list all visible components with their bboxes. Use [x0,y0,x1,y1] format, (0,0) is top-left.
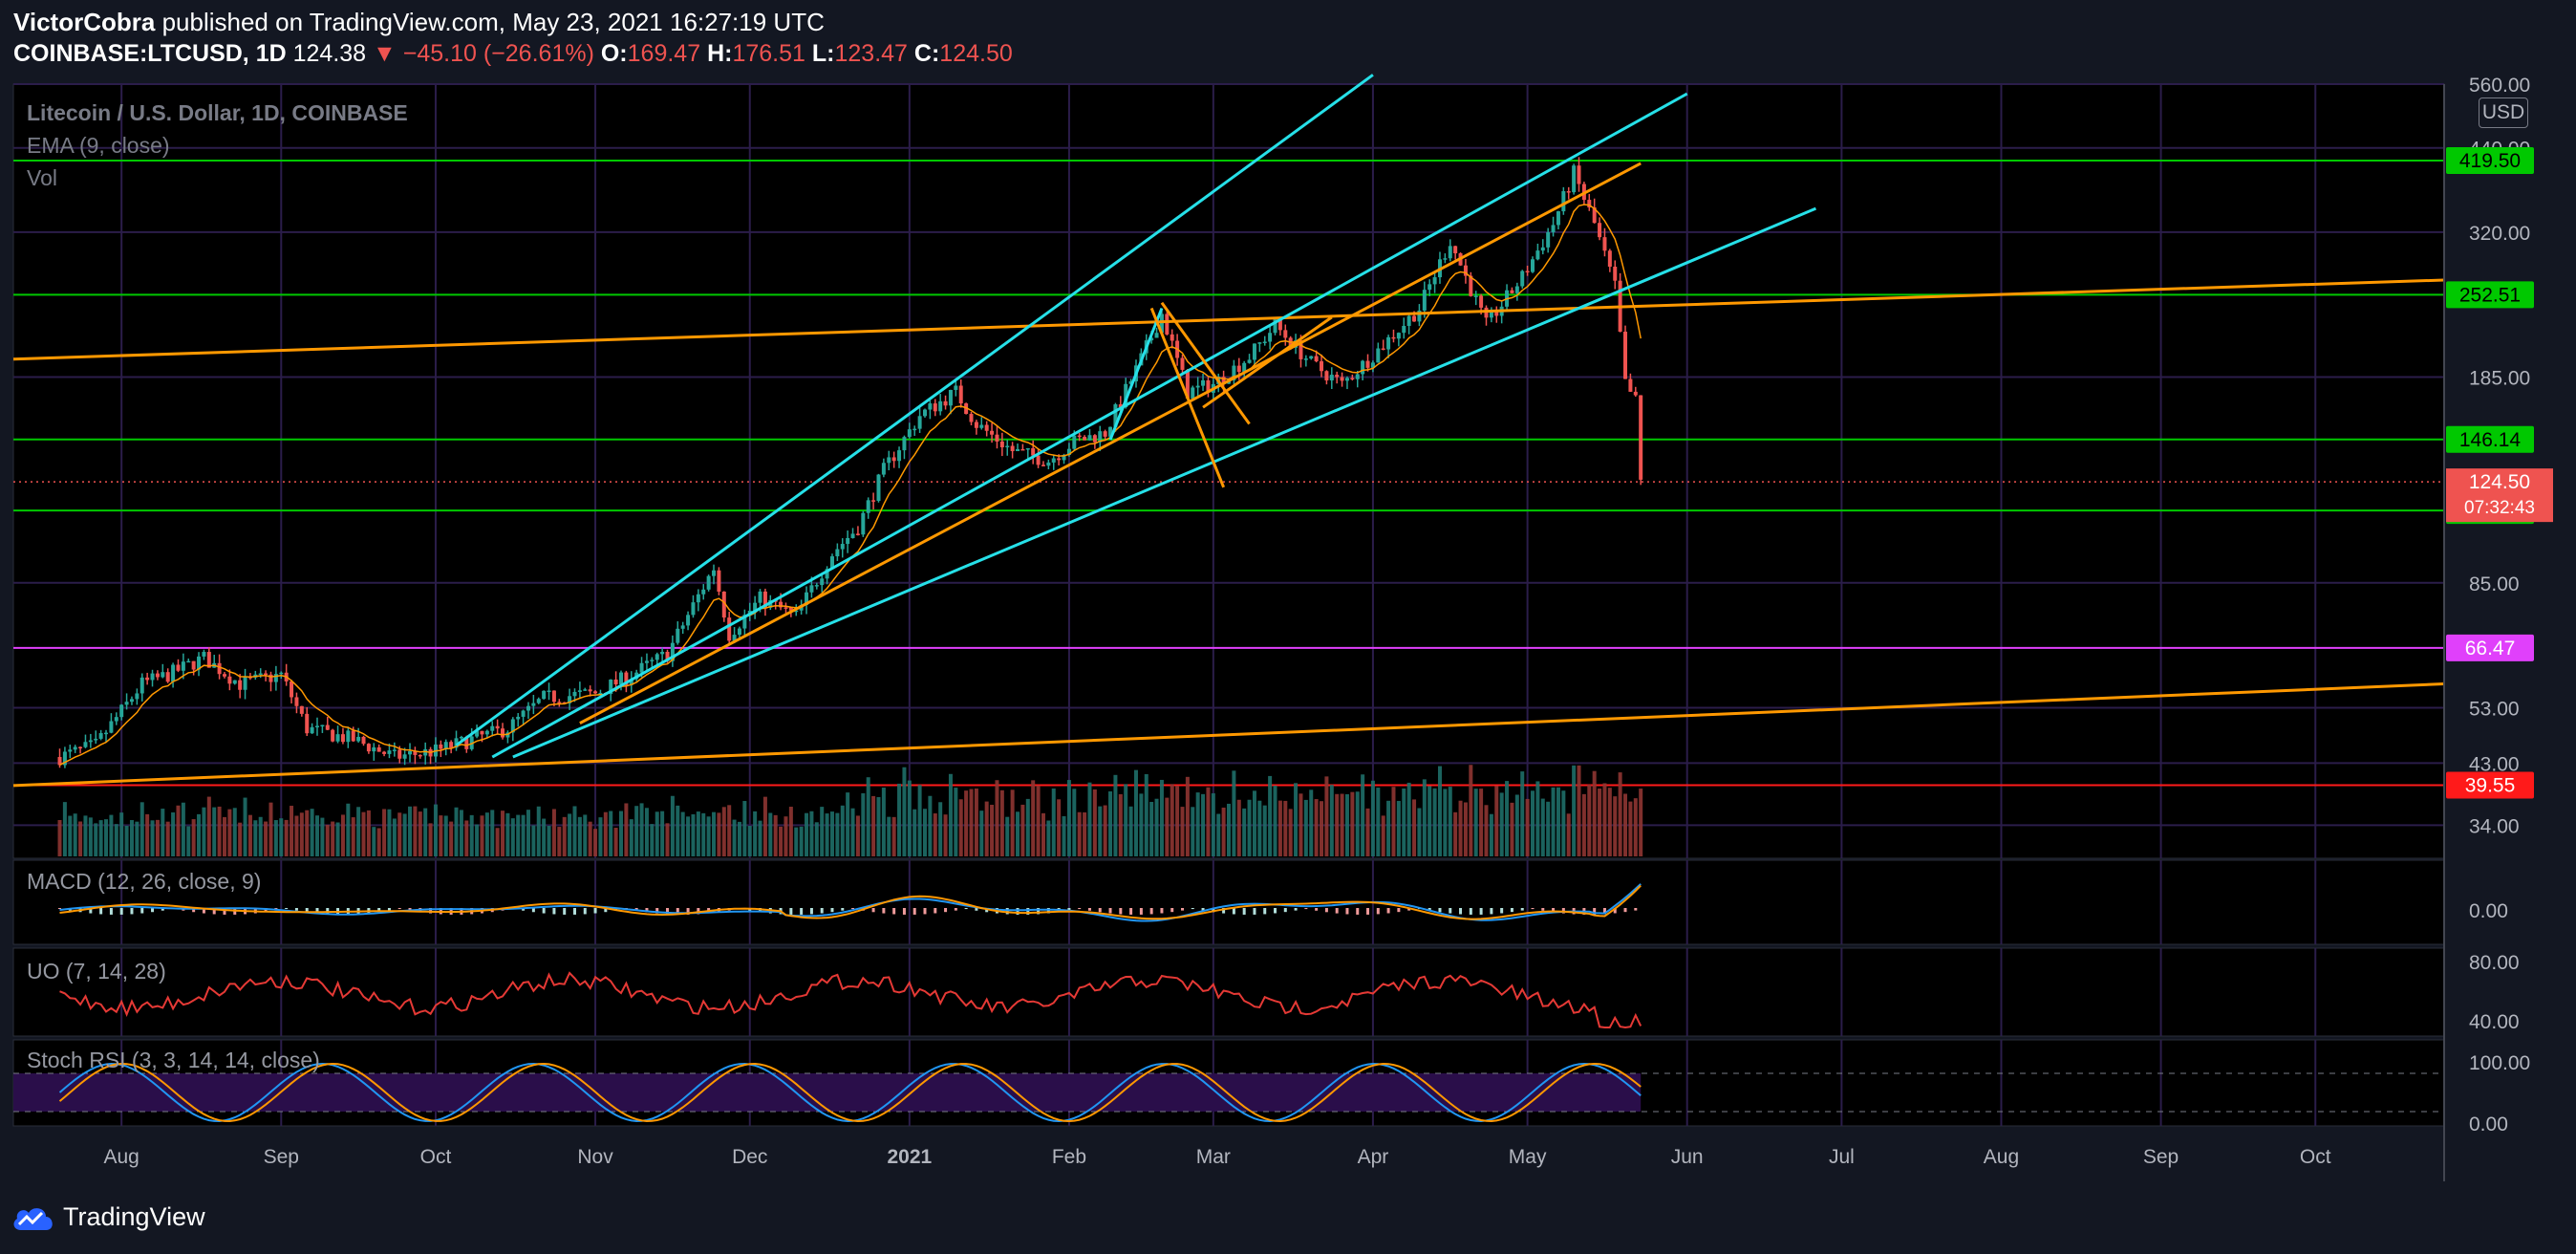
trendline-cyan-mid[interactable] [491,92,1688,759]
trendline-orange-upper[interactable] [12,278,2445,361]
close-label: C: [913,40,940,67]
x-tick-label: Aug [103,1146,139,1168]
low-value: 123.47 [834,40,908,67]
y-tick-label: 320.00 [2469,223,2530,245]
x-tick-label: Oct [2300,1146,2331,1168]
currency-button[interactable]: USD [2479,97,2528,128]
publish-info: VictorCobra published on TradingView.com… [13,8,825,37]
indicator-title: UO (7, 14, 28) [27,959,166,984]
high-label: H: [707,40,733,67]
volume-bars [57,765,1643,856]
symbol-info: COINBASE:LTCUSD, 1D 124.38 ▼ −45.10 (−26… [13,40,1013,68]
high-value: 176.51 [732,40,805,67]
price-level-label: 39.55 [2465,775,2516,797]
trendline-orange-channel[interactable] [1202,315,1333,409]
x-tick-label: Jun [1671,1146,1704,1168]
tradingview-logo[interactable]: TradingView [11,1202,205,1232]
x-tick-label: May [1509,1146,1547,1168]
macd-signal-line [59,884,1642,920]
legend-line: EMA (9, close) [27,133,170,158]
price-level-label: 252.51 [2459,284,2521,306]
trendline-cyan-impulse[interactable] [1108,307,1164,441]
indicator-title: MACD (12, 26, close, 9) [27,869,261,894]
last-price: 124.38 [292,40,367,67]
price-level-badge [2446,771,2534,799]
author-name[interactable]: VictorCobra [13,8,156,36]
price-level-badge [2446,634,2534,661]
price-level-badge [2446,146,2534,174]
trendline-cyan-steep[interactable] [455,74,1374,746]
indicator-y-tick: 100.00 [2469,1052,2530,1074]
price-level-label: 146.14 [2459,429,2522,451]
y-tick-label: 34.00 [2469,815,2520,837]
tradingview-cloud-icon [13,1207,53,1230]
x-tick-label: Aug [1984,1146,2019,1168]
legend-line: Vol [27,165,57,190]
trendline-orange-lower[interactable] [12,682,2445,788]
trendline-orange-rising[interactable] [579,162,1642,724]
trendline-cyan-lower[interactable] [512,206,1817,759]
x-tick-label: Sep [2143,1146,2179,1168]
countdown-label: 07:32:43 [2464,498,2535,518]
price-pane[interactable] [12,83,2445,859]
y-tick-label: 53.00 [2469,698,2520,720]
price-level-label: 66.47 [2465,638,2516,659]
x-tick-label: Jul [1829,1146,1855,1168]
legend-line: Litecoin / U.S. Dollar, 1D, COINBASE [27,100,408,125]
indicator-y-tick: 40.00 [2469,1011,2520,1033]
stoch-d-line [58,1062,1642,1123]
open-value: 169.47 [627,40,701,67]
price-level-badge [2446,281,2534,309]
tradingview-brand: TradingView [63,1202,205,1231]
indicator-y-tick: 0.00 [2469,1113,2508,1135]
price-level-badge [2446,425,2534,453]
uo-line [59,971,1642,1029]
x-tick-label: Nov [577,1146,613,1168]
symbol-label: COINBASE:LTCUSD, 1D [13,40,287,67]
stoch-band [13,1073,1642,1112]
y-tick-label: 560.00 [2469,75,2530,97]
x-tick-label: 2021 [887,1146,932,1168]
x-tick-label: Oct [420,1146,452,1168]
close-value: 124.50 [939,40,1013,67]
x-tick-label: Apr [1358,1146,1389,1168]
open-label: O: [600,40,628,67]
low-label: L: [811,40,835,67]
x-tick-label: Dec [732,1146,767,1168]
down-arrow-icon: ▼ [373,40,397,67]
y-tick-label: 185.00 [2469,368,2530,390]
macd-pane [12,859,2445,945]
price-change: −45.10 (−26.61%) [402,40,594,67]
indicator-y-tick: 0.00 [2469,900,2508,922]
x-tick-label: Mar [1196,1146,1231,1168]
published-text: published on TradingView.com, May 23, 20… [161,8,825,36]
indicator-y-tick: 80.00 [2469,952,2520,974]
y-tick-label: 43.00 [2469,753,2520,775]
last-price-badge [2446,468,2553,523]
last-price-label: 124.50 [2469,471,2530,493]
x-tick-label: Sep [264,1146,299,1168]
price-level-label: 419.50 [2459,150,2521,172]
y-tick-label: 85.00 [2469,573,2520,595]
x-tick-label: Feb [1052,1146,1086,1168]
indicator-title: Stoch RSI (3, 3, 14, 14, close) [27,1048,320,1072]
trendline-orange-pullback[interactable] [1149,307,1226,488]
trendline-orange-pullback-2[interactable] [1160,301,1251,425]
